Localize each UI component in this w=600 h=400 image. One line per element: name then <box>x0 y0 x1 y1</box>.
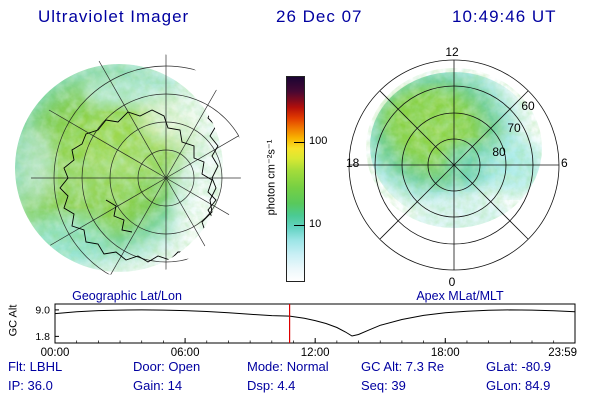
observation-time: 10:49:46 UT <box>452 7 557 26</box>
status-gain: Gain: 14 <box>133 378 183 393</box>
left-plot-caption: Geographic Lat/Lon <box>72 289 182 303</box>
colorbar-tick-label: 10 <box>309 217 322 230</box>
app-title: Ultraviolet Imager <box>38 7 190 26</box>
observation-date: 26 Dec 07 <box>276 7 363 26</box>
x-tick-label: 06:00 <box>171 347 200 359</box>
x-tick-label: 00:00 <box>41 347 70 359</box>
status-flt: Flt: LBHL <box>8 359 63 374</box>
status-dsp: Dsp: 4.4 <box>247 378 296 393</box>
x-tick-label: 12:00 <box>301 347 330 359</box>
geographic-projection-image <box>15 50 242 276</box>
y-tick-label: 1.8 <box>35 331 50 343</box>
x-tick-label: 18:00 <box>431 347 460 359</box>
gc-alt-curve <box>54 309 576 337</box>
mlt-label-0: 0 <box>449 275 456 289</box>
right-plot-caption: Apex MLat/MLT <box>416 289 504 303</box>
status-gc-alt: GC Alt: 7.3 Re <box>361 359 445 374</box>
x-tick-label: 23:59 <box>548 347 577 359</box>
polar-mlat-mlt-image: 12 18 6 0 60 70 80 <box>346 45 568 289</box>
aurora-oval-image <box>366 68 542 228</box>
status-seq: Seq: 39 <box>361 378 406 393</box>
mlat-label-80: 80 <box>492 145 506 159</box>
colorbar-tick-label: 100 <box>309 135 328 148</box>
mlat-label-60: 60 <box>521 99 535 113</box>
status-door: Door: Open <box>133 359 201 374</box>
uv-image-disk <box>15 64 223 272</box>
y-tick-label: 9.0 <box>35 304 50 316</box>
mlt-label-18: 18 <box>346 156 360 170</box>
polar-grid-labels: 12 18 6 0 60 70 80 <box>346 45 568 289</box>
colorbar-unit-label: photon cm⁻²s⁻¹ <box>265 139 278 216</box>
status-ip: IP: 36.0 <box>8 378 53 393</box>
status-mode: Mode: Normal <box>247 359 329 374</box>
status-glon: GLon: 84.9 <box>486 378 551 393</box>
mlat-label-70: 70 <box>507 121 521 135</box>
gc-alt-strip-chart: 00:00 06:00 12:00 18:00 23:59 9.0 1.8 <box>35 303 577 359</box>
mlat-mlt-grid <box>348 59 560 271</box>
mlt-label-6: 6 <box>561 156 568 170</box>
colorbar <box>286 76 305 282</box>
status-glat: GLat: -80.9 <box>486 359 552 374</box>
mlt-label-12: 12 <box>445 45 459 59</box>
